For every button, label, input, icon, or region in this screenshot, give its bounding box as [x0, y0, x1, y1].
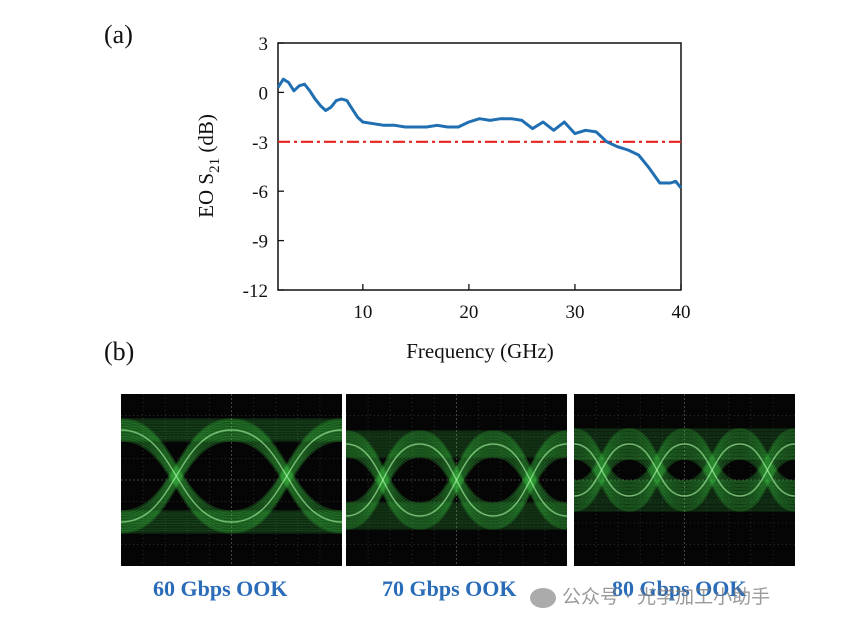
- caption-70g: 70 Gbps OOK: [382, 576, 517, 601]
- watermark-text: 公众号 · 光学加工小助手: [562, 586, 771, 608]
- y-tick-label: 3: [259, 34, 269, 55]
- y-tick-label: -12: [243, 281, 268, 302]
- scope-grid: [574, 394, 795, 566]
- x-tick-label: 30: [565, 302, 584, 323]
- y-tick-label: -9: [252, 232, 268, 253]
- scope-grid: [121, 394, 342, 566]
- watermark: 公众号 · 光学加工小助手: [530, 582, 770, 609]
- y-axis-title-sub: 21: [207, 158, 223, 173]
- y-axis-title: EO S21 (dB): [194, 114, 223, 218]
- y-axis: 3 0 -3 -6 -9 -12: [243, 34, 284, 302]
- wechat-logo-icon: [530, 587, 556, 608]
- panel-label-a: (a): [104, 20, 133, 49]
- eye-core: [574, 443, 795, 497]
- x-axis-title: Frequency (GHz): [406, 339, 554, 363]
- x-tick-label: 40: [672, 302, 691, 323]
- y-tick-label: -3: [252, 133, 268, 154]
- plot-frame: [277, 42, 682, 291]
- y-axis-title-unit: (dB): [194, 114, 218, 158]
- eye-traces: [574, 428, 795, 512]
- x-tick-label: 20: [459, 302, 478, 323]
- s21-chart: 10 20 30 40 30-3-6-9-12 Frequency (GHz) EO …: [194, 34, 691, 363]
- eye-diagram-70g: [346, 394, 567, 566]
- x-axis: 10 20 30 40: [353, 284, 691, 323]
- eye-core: [121, 429, 342, 523]
- eye-diagram-60g: [121, 394, 342, 566]
- eye-traces: [121, 418, 342, 534]
- series-line-s21: [276, 77, 683, 189]
- caption-80g: 80 Gbps OOK: [612, 576, 747, 601]
- eye-diagram-80g: [574, 394, 795, 566]
- panel-label-b: (b): [104, 337, 135, 366]
- x-tick-label: 10: [353, 302, 372, 323]
- eye-core: [346, 443, 567, 517]
- caption-60g: 60 Gbps OOK: [153, 576, 288, 601]
- y-tick-label: 0: [259, 83, 269, 104]
- y-tick-label: -6: [252, 182, 268, 203]
- y-axis-title-main: EO S: [194, 173, 218, 218]
